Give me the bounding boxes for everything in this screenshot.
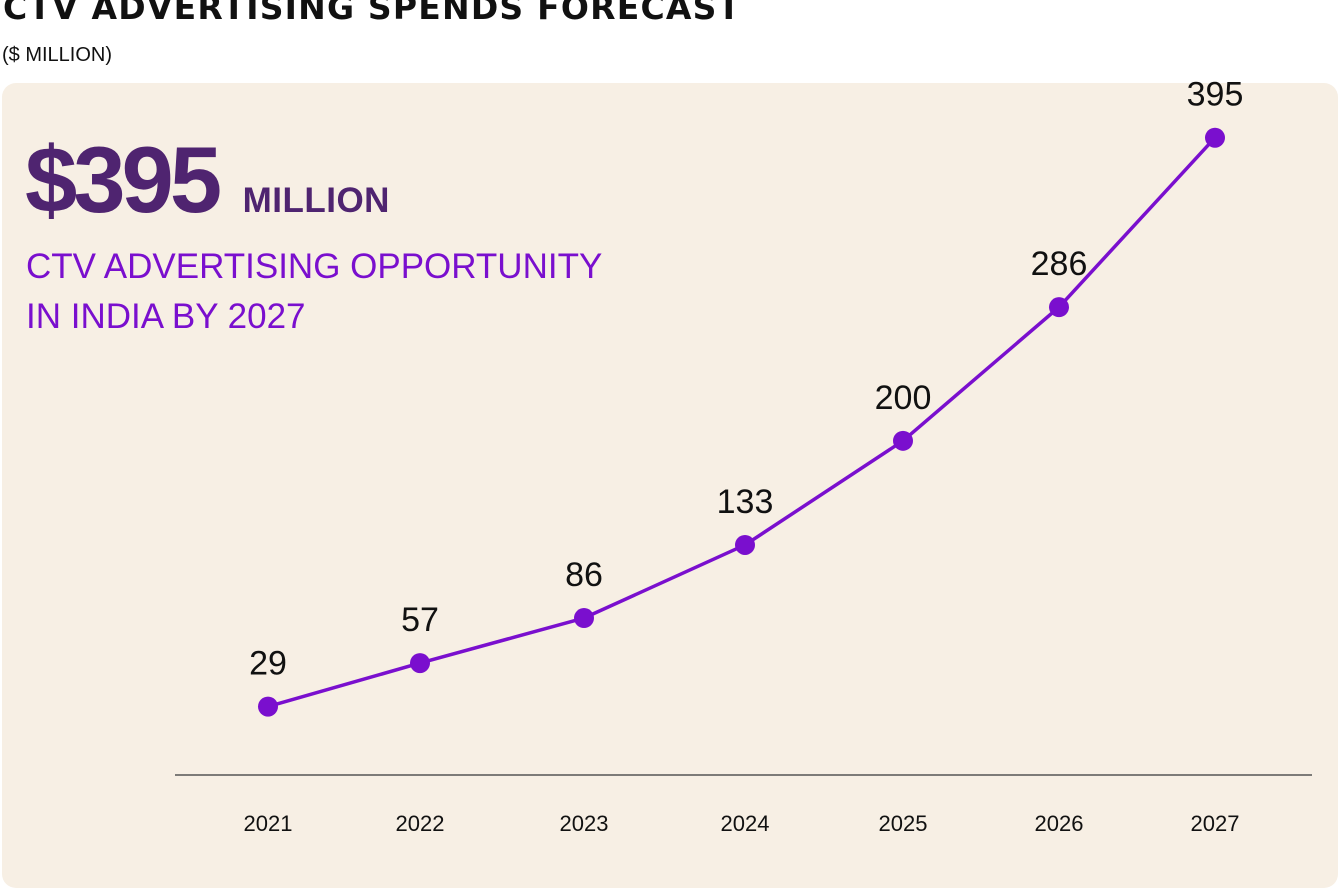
data-labels-group: 29 57 86 133 200 286 395 [249,76,1243,683]
headline-unit: MILLION [242,181,390,220]
data-label-2025: 200 [875,379,932,417]
headline-description-line-2: IN INDIA BY 2027 [26,297,306,336]
x-tick-label-2027: 2027 [1191,811,1240,836]
data-point-2021 [258,696,278,717]
data-label-2027: 395 [1187,76,1244,114]
headline-stat: $395 MILLION [25,130,390,230]
chart-panel [2,83,1338,888]
data-point-2022 [410,653,430,674]
x-tick-label-2024: 2024 [721,811,770,836]
data-label-2022: 57 [401,601,439,639]
data-label-2021: 29 [249,645,287,683]
x-tick-label-2022: 2022 [396,811,445,836]
headline-value: $395 [25,127,222,232]
chart-subtitle: ($ MILLION) [2,44,113,66]
x-tick-label-2026: 2026 [1035,811,1084,836]
x-tick-label-2021: 2021 [244,811,293,836]
data-label-2023: 86 [565,556,603,594]
data-label-2024: 133 [717,483,774,521]
x-tick-labels-group: 2021 2022 2023 2024 2025 2026 2027 [244,811,1240,836]
headline-description: CTV ADVERTISING OPPORTUNITY IN INDIA BY … [26,242,602,342]
data-point-2026 [1049,297,1069,318]
x-tick-label-2025: 2025 [879,811,928,836]
data-points-group [258,127,1225,717]
data-point-2024 [735,534,755,555]
headline-description-line-1: CTV ADVERTISING OPPORTUNITY [26,247,603,286]
data-point-2025 [893,430,913,451]
data-label-2026: 286 [1031,245,1088,283]
x-tick-label-2023: 2023 [560,811,609,836]
data-point-2023 [574,608,594,629]
chart-title: CTV ADVERTISING SPENDS FORECAST [3,0,742,27]
data-point-2027 [1205,127,1225,148]
